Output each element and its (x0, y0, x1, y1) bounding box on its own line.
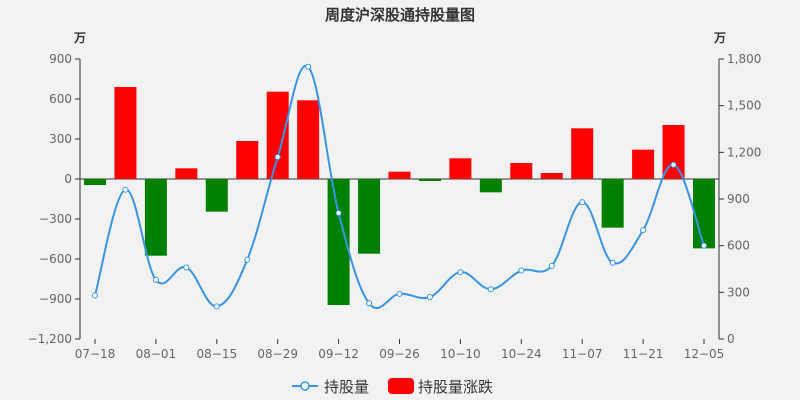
bar (297, 100, 320, 179)
bar (388, 171, 411, 179)
line-point (244, 256, 251, 263)
left-tick-label: −300 (39, 212, 72, 226)
line-point (457, 269, 464, 276)
legend-label-bar: 持股量涨跌 (418, 378, 493, 396)
left-tick-label: −1,200 (28, 332, 72, 346)
line-point (396, 290, 403, 297)
right-axis-unit: 万 (713, 31, 726, 45)
x-tick-label: 09−26 (379, 347, 420, 361)
x-tick-label: 08−01 (136, 347, 177, 361)
bar (418, 179, 441, 181)
bar (175, 168, 198, 179)
x-tick-label: 11−07 (562, 347, 603, 361)
line-point (122, 186, 129, 193)
right-tick-label: 1,200 (727, 145, 761, 159)
legend-item-line[interactable]: 持股量 (292, 378, 369, 396)
bar (266, 91, 289, 179)
right-tick-label: 1,500 (727, 99, 761, 113)
x-tick-label: 07−18 (75, 347, 116, 361)
right-tick-label: 300 (727, 285, 750, 299)
line-point (274, 154, 281, 160)
chart-title: 周度沪深股通持股量图 (325, 6, 475, 24)
left-tick-label: 0 (64, 172, 72, 186)
bar (84, 179, 106, 185)
line-point (579, 199, 586, 206)
line-series (92, 63, 707, 310)
line-point (366, 300, 373, 307)
bar (479, 179, 502, 193)
right-tick-label: 900 (727, 192, 750, 206)
line-point (609, 259, 616, 266)
line-point (92, 292, 98, 299)
bar (540, 173, 563, 179)
legend: 持股量 持股量涨跌 (292, 378, 493, 396)
line-point (670, 161, 677, 168)
line-point (640, 227, 647, 234)
line-point (701, 242, 707, 249)
line-point (518, 267, 525, 274)
line-point (213, 303, 220, 310)
line-point (548, 262, 555, 269)
left-tick-label: 300 (49, 132, 72, 146)
bar (693, 179, 715, 249)
bar-series (84, 87, 715, 305)
line-point (305, 63, 312, 70)
x-tick-label: 10−24 (501, 347, 542, 361)
x-tick-label: 12−05 (684, 347, 725, 361)
left-tick-label: 900 (49, 52, 72, 66)
x-tick-label: 11−21 (623, 347, 664, 361)
left-tick-label: 600 (49, 92, 72, 106)
line-point (183, 264, 190, 271)
right-tick-label: 600 (727, 239, 750, 253)
legend-item-bar[interactable]: 持股量涨跌 (388, 378, 493, 396)
bar (327, 179, 350, 305)
bar (571, 128, 594, 179)
left-tick-label: −900 (39, 292, 72, 306)
bar (662, 125, 685, 179)
line-point (152, 276, 159, 283)
bar (205, 179, 228, 212)
line-point (335, 210, 342, 216)
x-tick-label: 10−10 (440, 347, 481, 361)
bar (236, 141, 259, 179)
x-tick-label: 08−29 (257, 347, 298, 361)
bar (114, 87, 137, 179)
bar (358, 179, 381, 254)
x-tick-label: 08−15 (197, 347, 238, 361)
left-tick-label: −600 (39, 252, 72, 266)
left-axis-unit: 万 (73, 31, 86, 45)
bar (144, 179, 167, 256)
axes: −1,200 −900 −600 −300 0 300 600 900 0 300 600 900 1,… (28, 52, 762, 361)
bar (449, 158, 472, 179)
right-tick-label: 1,800 (727, 52, 761, 66)
bar (601, 179, 624, 228)
right-tick-label: 0 (727, 332, 735, 346)
legend-bar-marker (388, 378, 414, 394)
line-point (487, 286, 494, 293)
x-tick-label: 09−12 (318, 347, 359, 361)
bar (632, 149, 655, 179)
legend-label-line: 持股量 (324, 378, 369, 396)
bar (510, 163, 533, 179)
line-point (426, 294, 433, 300)
legend-line-dot (300, 381, 310, 391)
